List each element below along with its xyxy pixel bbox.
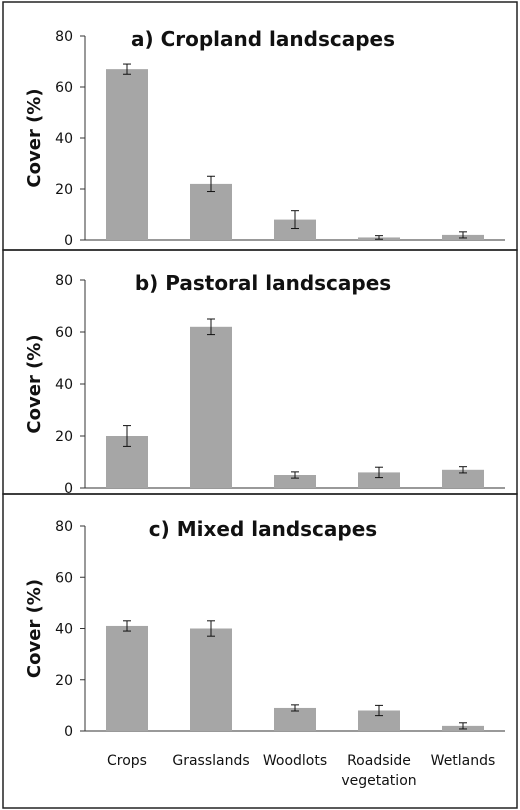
x-tick-label: Roadside vegetation bbox=[341, 753, 416, 789]
bar bbox=[274, 707, 316, 731]
x-tick-label: Wetlands bbox=[431, 753, 496, 769]
bar bbox=[442, 469, 484, 488]
bar bbox=[190, 326, 232, 488]
y-axis-label: Cover (%) bbox=[24, 579, 45, 678]
y-tick-label: 60 bbox=[55, 80, 73, 96]
y-tick-label: 40 bbox=[55, 131, 73, 147]
y-tick-label: 80 bbox=[55, 29, 73, 45]
bar bbox=[274, 475, 316, 488]
panel-1: 0 20 40 60 80 Cover (%) a) Cropland landscapes bbox=[2, 1, 518, 251]
panel-3: 0 20 40 60 80 Cover (%) c) Mixed landscapes bbox=[2, 493, 518, 809]
bar bbox=[190, 183, 232, 240]
bar bbox=[190, 628, 232, 731]
x-tick-label: Crops bbox=[107, 753, 147, 769]
y-tick-label: 0 bbox=[64, 724, 73, 740]
chart-title: a) Cropland landscapes bbox=[131, 27, 395, 51]
y-axis-label: Cover (%) bbox=[24, 334, 45, 433]
bar bbox=[358, 710, 400, 731]
chart-title: c) Mixed landscapes bbox=[149, 517, 377, 541]
bar bbox=[358, 472, 400, 488]
y-tick-label: 40 bbox=[55, 377, 73, 393]
bar bbox=[106, 69, 148, 241]
x-tick-label: Woodlots bbox=[263, 753, 327, 769]
panel-2: 0 20 40 60 80 Cover (%) b) Pastoral landscapes bbox=[2, 249, 518, 497]
bar bbox=[106, 625, 148, 731]
y-tick-label: 20 bbox=[55, 429, 73, 445]
y-tick-label: 20 bbox=[55, 182, 73, 198]
y-tick-label: 20 bbox=[55, 673, 73, 689]
y-tick-label: 40 bbox=[55, 622, 73, 638]
y-tick-label: 80 bbox=[55, 273, 73, 289]
y-tick-label: 0 bbox=[64, 481, 73, 497]
y-tick-label: 60 bbox=[55, 325, 73, 341]
bar bbox=[274, 219, 316, 240]
category-labels: Crops Grasslands Woodlots Roadside vegetatio… bbox=[107, 753, 495, 789]
panel-frame bbox=[2, 493, 518, 809]
y-tick-label: 60 bbox=[55, 570, 73, 586]
chart-title: b) Pastoral landscapes bbox=[135, 271, 391, 295]
y-tick-label: 0 bbox=[64, 233, 73, 249]
y-axis-label: Cover (%) bbox=[24, 88, 45, 187]
y-tick-label: 80 bbox=[55, 519, 73, 535]
x-tick-label: Grasslands bbox=[172, 753, 249, 769]
